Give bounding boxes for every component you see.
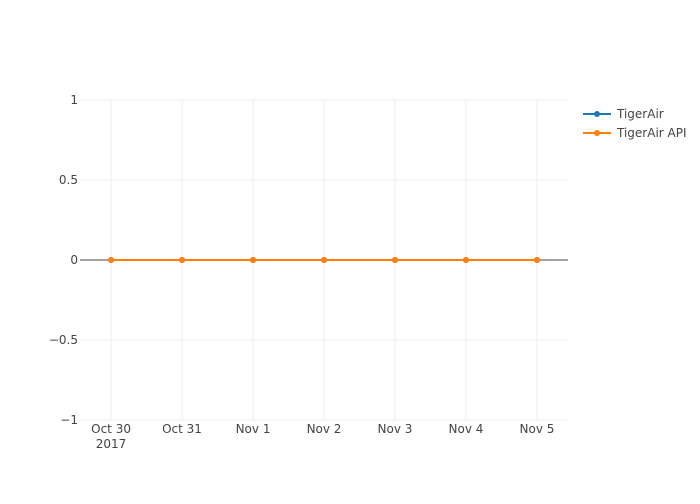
y-tick-label: −1 (60, 413, 78, 427)
point (108, 257, 115, 263)
y-tick-label: 0.5 (59, 173, 78, 187)
x-tick-label: Oct 31 (162, 422, 202, 436)
x-tick-label: Nov 2 (307, 422, 342, 436)
point (321, 257, 327, 263)
y-tick-label: 1 (70, 93, 78, 107)
legend-item[interactable]: TigerAir API (583, 126, 687, 140)
legend-label: TigerAir (616, 107, 664, 121)
x-tick-label: Nov 1 (236, 422, 271, 436)
point (179, 257, 186, 263)
point (391, 257, 398, 263)
y-tick-label: −0.5 (49, 333, 78, 347)
point (250, 257, 257, 263)
legend-label: TigerAir API (616, 126, 687, 140)
x-tick-label: Nov 5 (520, 422, 555, 436)
legend-marker (594, 130, 600, 136)
x-tick-label: Nov 3 (378, 422, 413, 436)
legend-item[interactable]: TigerAir (583, 107, 664, 121)
legend-marker (594, 111, 600, 117)
y-tick-label: 0 (70, 253, 78, 267)
x-tick-label: Nov 4 (449, 422, 484, 436)
x-tick-label: Oct 30 2017 (91, 422, 131, 451)
point (462, 257, 469, 263)
point (533, 257, 540, 263)
